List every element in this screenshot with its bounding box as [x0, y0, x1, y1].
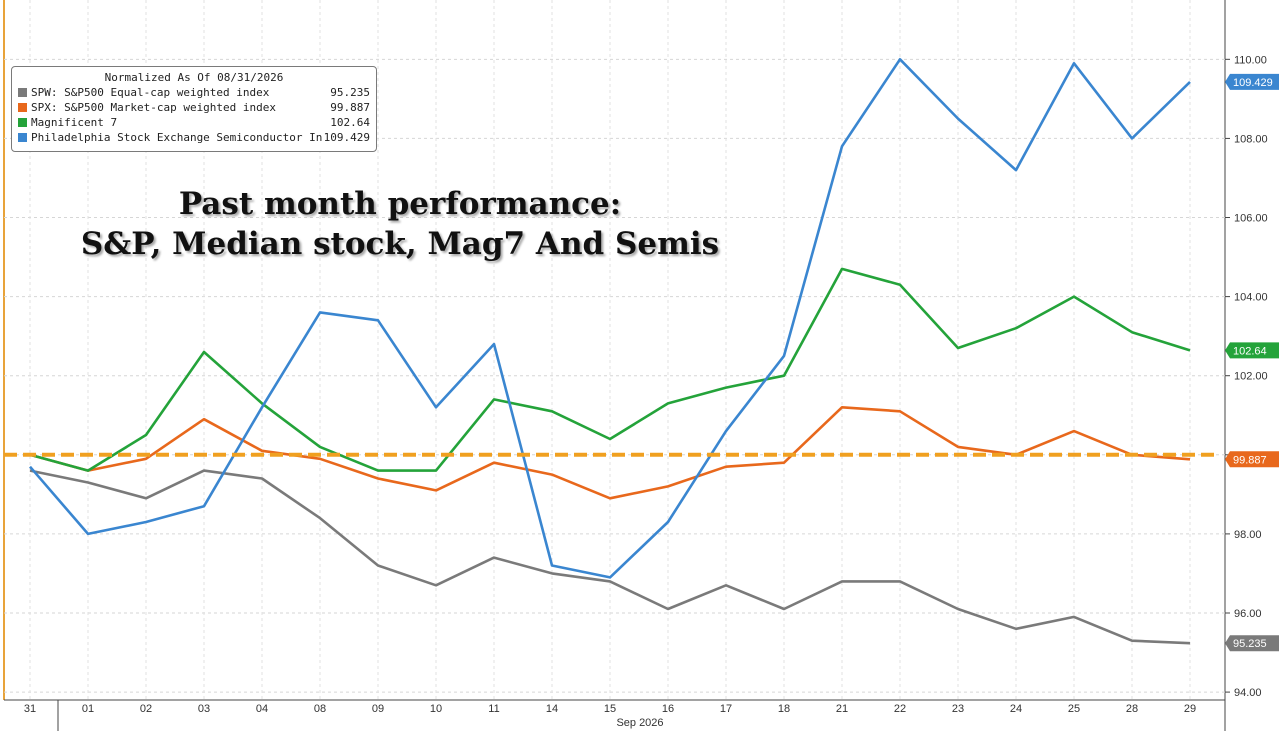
- legend-name-mag7: Magnificent 7: [31, 116, 118, 129]
- series-line-1: [29, 405, 1191, 500]
- x-tick-label: 22: [894, 703, 906, 715]
- last-value-tag-1: [1225, 451, 1279, 468]
- y-tick-label: 96.00: [1234, 608, 1262, 620]
- legend-value-sox: 109.429: [323, 131, 370, 144]
- x-tick-label: 11: [488, 703, 499, 715]
- legend-value-spw: 95.235: [330, 86, 370, 99]
- legend-value-spx: 99.887: [330, 101, 370, 114]
- legend: Normalized As Of 08/31/2026 SPW: S&P500 …: [11, 66, 377, 152]
- last-value-label-3: 109.429: [1233, 77, 1273, 89]
- legend-title: Normalized As Of 08/31/2026: [104, 71, 284, 84]
- x-tick-label: 08: [314, 703, 326, 715]
- y-tick-label: 110.00: [1234, 54, 1267, 66]
- y-tick-label: 108.00: [1234, 133, 1268, 145]
- x-tick-label: 09: [372, 703, 384, 715]
- legend-name-sox: Philadelphia Stock Exchange Semiconducto…: [31, 131, 322, 144]
- y-tick-label: 104.00: [1234, 292, 1268, 304]
- y-tick-label: 106.00: [1234, 213, 1268, 225]
- last-value-label-0: 95.235: [1233, 638, 1267, 650]
- y-axis: 94.0096.0098.00100.00102.00104.00106.001…: [1225, 54, 1268, 699]
- x-tick-label: 04: [256, 703, 268, 715]
- legend-name-spw: SPW: S&P500 Equal-cap weighted index: [31, 86, 270, 99]
- last-value-label-1: 99.887: [1233, 454, 1267, 466]
- last-value-tag-2: [1225, 342, 1279, 359]
- annotation-line-2: S&P, Median stock, Mag7 And Semis: [80, 226, 720, 262]
- legend-entry-spw: SPW: S&P500 Equal-cap weighted index 95.…: [18, 85, 370, 100]
- x-tick-label: 03: [198, 703, 210, 715]
- chart-annotation: Past month performance: S&P, Median stoc…: [40, 184, 760, 264]
- x-tick-label: 17: [720, 703, 732, 715]
- x-tick-label: 31: [24, 703, 36, 715]
- x-tick-label: 01: [82, 703, 94, 715]
- x-tick-label: 02: [140, 703, 152, 715]
- x-axis: 31 01 02 03 04 08 09 10 11 14 15 16 17 18 21 22 23 24 25 28…: [24, 700, 1196, 731]
- legend-value-mag7: 102.64: [330, 116, 370, 129]
- series-lines: [29, 57, 1191, 645]
- x-tick-label: 15: [604, 703, 616, 715]
- series-line-2: [29, 267, 1191, 472]
- x-tick-label: 16: [662, 703, 674, 715]
- series-line-0: [29, 469, 1191, 645]
- last-value-tag-3: [1225, 73, 1279, 90]
- y-tick-label: 102.00: [1234, 371, 1268, 383]
- legend-entry-sox: Philadelphia Stock Exchange Semiconducto…: [18, 130, 370, 145]
- x-month-label: Sep 2026: [616, 717, 663, 729]
- x-tick-label: 21: [836, 703, 848, 715]
- last-value-label-2: 102.64: [1233, 345, 1267, 357]
- last-value-tag-0: [1225, 635, 1279, 652]
- x-tick-label: 18: [778, 703, 790, 715]
- legend-name-spx: SPX: S&P500 Market-cap weighted index: [31, 101, 277, 114]
- x-tick-label: 14: [546, 703, 558, 715]
- last-value-labels: 95.235 99.887 102.64 109.429: [1225, 73, 1279, 652]
- x-tick-label: 10: [430, 703, 442, 715]
- x-tick-label: 25: [1068, 703, 1080, 715]
- x-tick-label: 23: [952, 703, 964, 715]
- legend-swatch-mag7: [18, 118, 27, 127]
- x-tick-label: 29: [1184, 703, 1196, 715]
- x-tick-label: 24: [1010, 703, 1022, 715]
- legend-swatch-sox: [18, 133, 27, 142]
- legend-swatch-spw: [18, 88, 27, 97]
- annotation-line-1: Past month performance:: [178, 186, 622, 222]
- y-tick-label: 98.00: [1234, 529, 1262, 541]
- series-line-3: [29, 57, 1191, 579]
- legend-swatch-spx: [18, 103, 27, 112]
- legend-entry-spx: SPX: S&P500 Market-cap weighted index 99…: [18, 100, 370, 115]
- x-tick-label: 28: [1126, 703, 1138, 715]
- y-tick-label: 94.00: [1234, 687, 1262, 699]
- legend-entry-mag7: Magnificent 7 102.64: [18, 115, 370, 130]
